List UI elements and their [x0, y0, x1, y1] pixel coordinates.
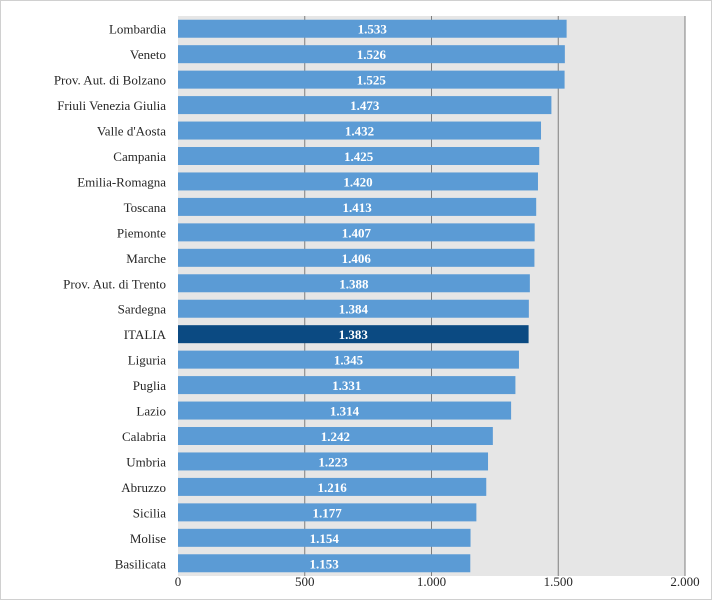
bar: [178, 172, 538, 191]
data-label: 1.177: [313, 505, 343, 520]
data-label: 1.525: [357, 73, 387, 88]
category-label: Emilia-Romagna: [77, 174, 166, 189]
data-label: 1.425: [344, 149, 374, 164]
data-label: 1.153: [310, 556, 340, 571]
data-label: 1.388: [339, 276, 369, 291]
category-label: Campania: [113, 149, 166, 164]
x-tick-label: 2.000: [670, 574, 699, 589]
data-label: 1.413: [342, 200, 372, 215]
data-label: 1.242: [321, 429, 350, 444]
bar: [178, 19, 567, 38]
bar: [178, 223, 535, 242]
data-label: 1.216: [318, 480, 348, 495]
data-label: 1.384: [339, 302, 369, 317]
category-label: Lombardia: [109, 22, 166, 37]
bar: [178, 427, 493, 445]
bar: [178, 147, 540, 165]
data-label: 1.473: [350, 98, 380, 113]
bar: [178, 401, 512, 420]
bars: 1.533 1.526 1.525 1.473 1.432 1.425 1.420 1.413…: [178, 19, 567, 573]
category-label: Abruzzo: [121, 480, 166, 495]
data-label: 1.432: [345, 124, 374, 139]
category-label: Molise: [130, 531, 166, 546]
x-tick-label: 1.000: [417, 574, 446, 589]
bar: [178, 274, 530, 293]
bar: [178, 554, 471, 573]
bar: [178, 45, 565, 64]
data-label: 1.420: [343, 174, 372, 189]
bar: [178, 376, 516, 395]
x-tick-labels: 0 500 1.000 1.500 2.000: [175, 574, 700, 589]
bar-italia: [178, 325, 529, 344]
data-label: 1.314: [330, 404, 360, 419]
category-label: Marche: [126, 251, 166, 266]
category-label: Prov. Aut. di Trento: [63, 276, 166, 291]
x-tick-label: 0: [175, 574, 182, 589]
data-label: 1.406: [342, 251, 372, 266]
data-label: 1.383: [339, 327, 369, 342]
data-label: 1.331: [332, 378, 361, 393]
category-label: ITALIA: [124, 327, 167, 342]
category-label: Sicilia: [133, 505, 166, 520]
bar: [178, 197, 537, 216]
category-label: Sardegna: [118, 302, 167, 317]
bar: [178, 70, 565, 89]
bar: [178, 96, 552, 115]
category-labels: Lombardia Veneto Prov. Aut. di Bolzano Friu…: [54, 22, 167, 572]
category-label: Valle d'Aosta: [97, 124, 166, 139]
data-label: 1.223: [318, 454, 348, 469]
category-label: Prov. Aut. di Bolzano: [54, 73, 166, 88]
bar: [178, 248, 535, 267]
data-label: 1.154: [310, 531, 340, 546]
bar: [178, 452, 489, 471]
category-label: Calabria: [122, 429, 166, 444]
x-tick-label: 1.500: [544, 574, 573, 589]
bar: [178, 299, 529, 318]
category-label: Piemonte: [117, 225, 166, 240]
bar: [178, 477, 487, 496]
x-tick-label: 500: [295, 574, 315, 589]
category-label: Puglia: [133, 378, 166, 393]
category-label: Lazio: [136, 404, 166, 419]
data-label: 1.345: [334, 353, 364, 368]
category-label: Basilicata: [115, 556, 166, 571]
bar: [178, 528, 471, 547]
bar: [178, 350, 519, 369]
bar: [178, 121, 542, 140]
category-label: Veneto: [130, 47, 166, 62]
category-label: Friuli Venezia Giulia: [57, 98, 166, 113]
data-label: 1.533: [358, 22, 388, 37]
category-label: Umbria: [126, 454, 166, 469]
category-label: Liguria: [128, 353, 166, 368]
category-label: Toscana: [124, 200, 167, 215]
data-label: 1.526: [357, 47, 387, 62]
data-label: 1.407: [342, 225, 372, 240]
bar: [178, 503, 477, 522]
